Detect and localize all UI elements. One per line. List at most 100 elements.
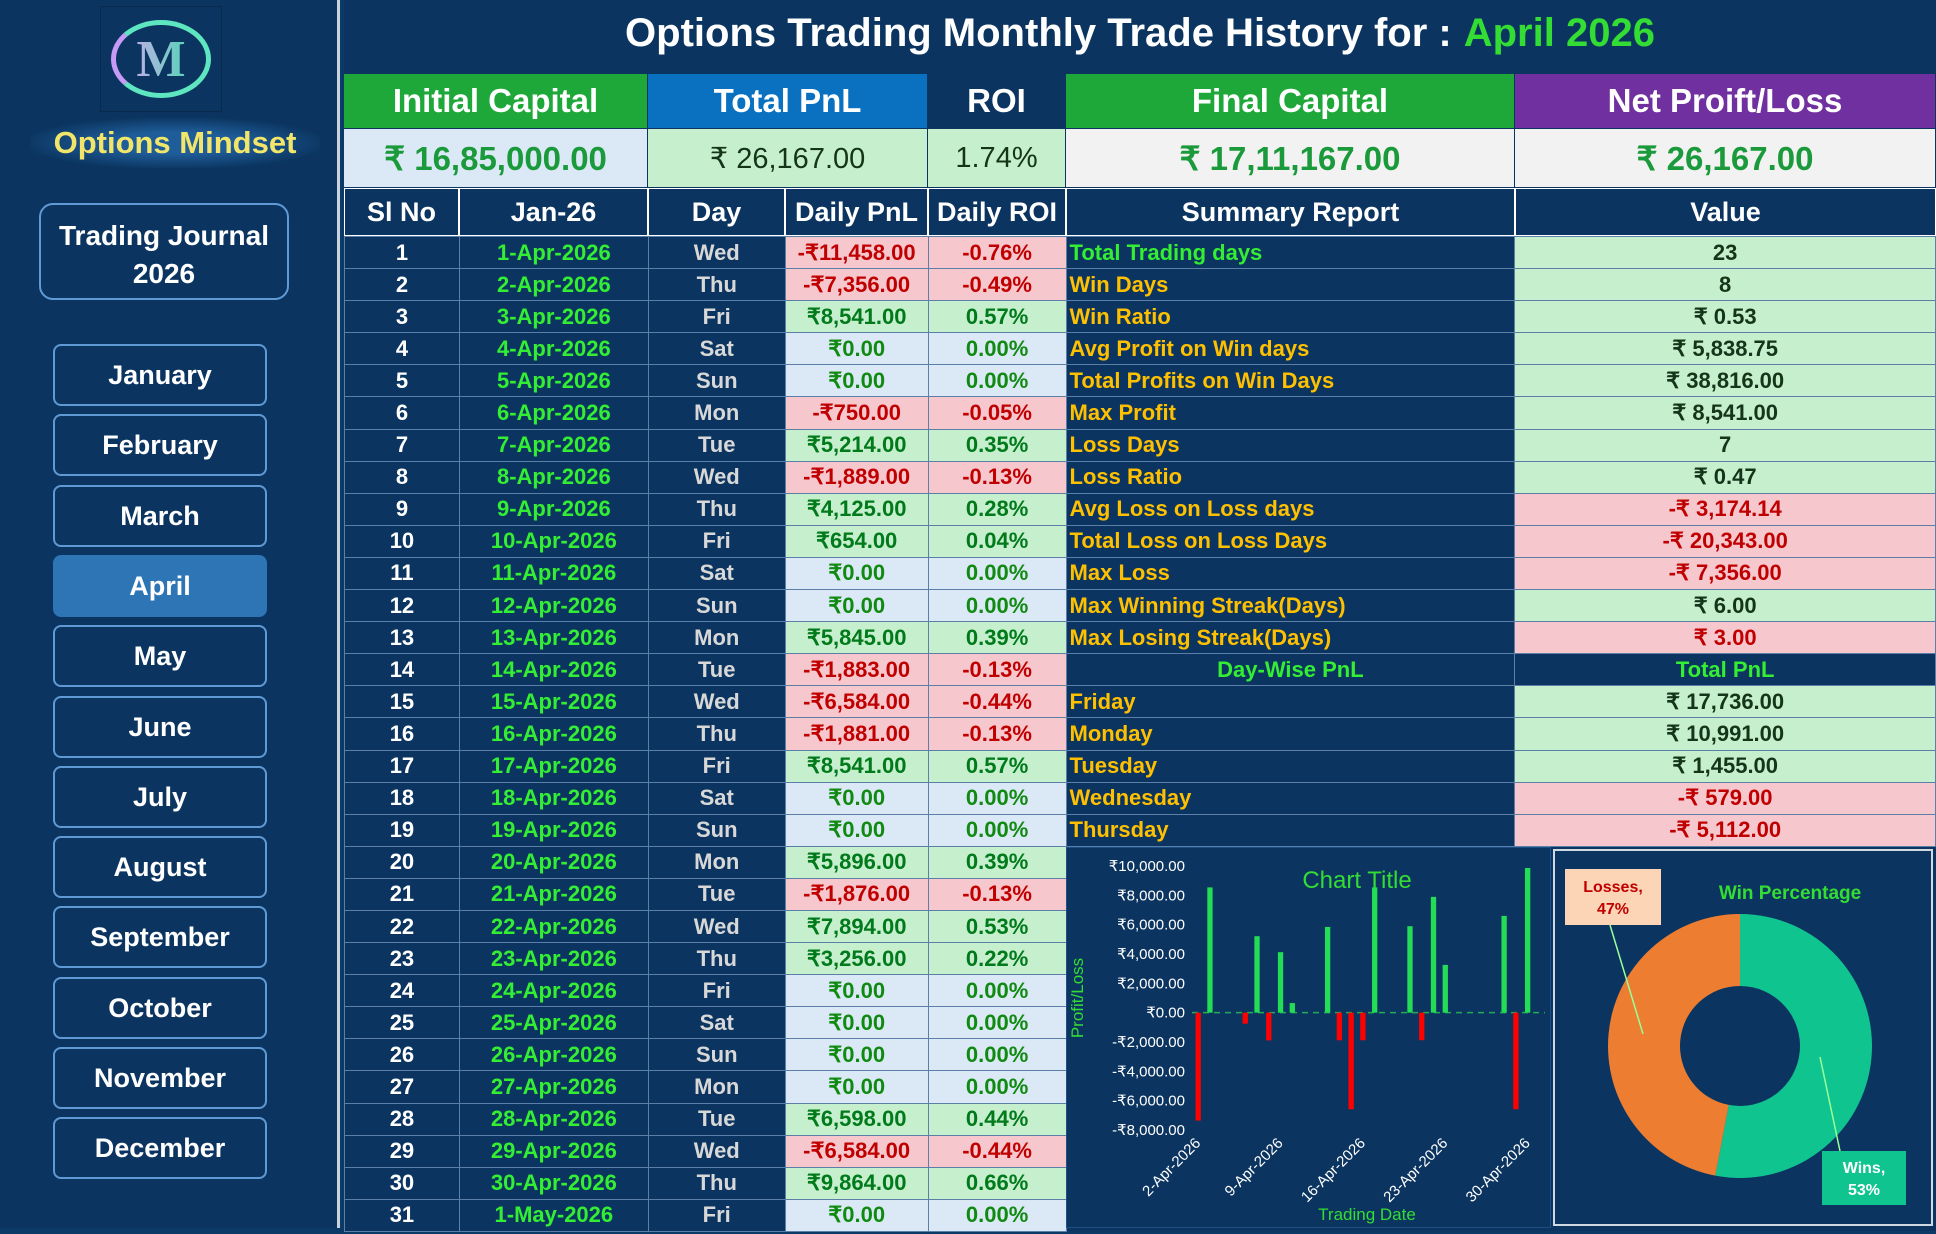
sl-no: 15 xyxy=(344,685,460,719)
daywise-value: ₹ 1,455.00 xyxy=(1514,749,1936,783)
daily-roi: 0.39% xyxy=(927,845,1067,879)
x-tick-label: 23-Apr-2026 xyxy=(1380,1135,1451,1206)
table-row: 14 14-Apr-2026 Tue -₹1,883.00 -0.13% Day-Wise… xyxy=(344,653,1936,687)
column-header: Value xyxy=(1515,188,1936,236)
weekday: Thu xyxy=(647,1166,786,1200)
table-row: 21 21-Apr-2026 Tue -₹1,876.00 -0.13% xyxy=(344,877,1936,911)
weekday: Sun xyxy=(647,813,786,847)
daywise-value: -₹ 5,112.00 xyxy=(1514,813,1936,847)
table-row: 15 15-Apr-2026 Wed -₹6,584.00 -0.44% Friday ₹ … xyxy=(344,685,1936,719)
daily-pnl: -₹750.00 xyxy=(784,396,929,430)
daily-roi: 0.57% xyxy=(927,300,1067,334)
column-header: Summary Report xyxy=(1066,188,1515,236)
daily-pnl: ₹654.00 xyxy=(784,524,929,558)
trade-date: 15-Apr-2026 xyxy=(458,685,649,719)
roi-label: ROI xyxy=(928,74,1066,129)
summary-label: Win Days xyxy=(1065,268,1516,302)
month-button-may[interactable]: May xyxy=(53,625,267,688)
weekday: Tue xyxy=(647,653,786,687)
trade-date: 26-Apr-2026 xyxy=(458,1038,649,1072)
month-button-january[interactable]: January xyxy=(53,344,267,406)
sl-no: 22 xyxy=(344,909,460,944)
logo-mark: M xyxy=(111,20,211,98)
journal-title-button[interactable]: Trading Journal 2026 xyxy=(39,203,289,300)
weekday: Sun xyxy=(647,1038,786,1072)
trade-date: 3-Apr-2026 xyxy=(458,300,649,334)
month-button-february[interactable]: February xyxy=(53,414,267,477)
pie-slice-losses xyxy=(1607,914,1740,1176)
month-button-december[interactable]: December xyxy=(53,1117,267,1180)
daily-pnl: ₹3,256.00 xyxy=(784,942,929,976)
daily-roi: 0.00% xyxy=(927,364,1067,398)
daily-roi: 0.00% xyxy=(927,1006,1067,1040)
month-button-june[interactable]: June xyxy=(53,695,267,758)
trade-date: 5-Apr-2026 xyxy=(458,364,649,398)
summary-label: Win Ratio xyxy=(1065,300,1516,334)
trade-date: 27-Apr-2026 xyxy=(458,1070,649,1104)
table-row: 11 11-Apr-2026 Sat ₹0.00 0.00% Max Loss -₹ 7,3… xyxy=(344,556,1936,591)
summary-value: ₹ 0.53 xyxy=(1514,300,1936,334)
pnl-bar-chart[interactable]: ₹10,000.00 ₹8,000.00 ₹6,000.00 ₹4,000.00 ₹2,… xyxy=(1066,847,1551,1228)
trade-date: 23-Apr-2026 xyxy=(458,942,649,976)
bar xyxy=(1207,887,1213,1013)
daywise-label: Monday xyxy=(1065,717,1516,751)
sl-no: 12 xyxy=(344,589,460,623)
daily-pnl: ₹0.00 xyxy=(784,1038,929,1072)
trade-date: 24-Apr-2026 xyxy=(458,974,649,1008)
month-button-march[interactable]: March xyxy=(53,484,267,547)
month-button-august[interactable]: August xyxy=(53,836,267,899)
summary-label: Loss Ratio xyxy=(1065,460,1516,494)
summary-label: Loss Days xyxy=(1065,428,1516,462)
bar xyxy=(1360,1012,1366,1041)
sl-no: 30 xyxy=(344,1166,460,1200)
month-button-october[interactable]: October xyxy=(53,976,267,1039)
month-button-april[interactable]: April xyxy=(53,554,267,617)
column-header: Jan-26 xyxy=(459,188,648,236)
pie-title: Win Percentage xyxy=(1719,883,1861,904)
weekday: Tue xyxy=(647,1102,786,1136)
y-tick-label: ₹4,000.00 xyxy=(1117,946,1185,963)
sl-no: 8 xyxy=(344,460,460,494)
daywise-label: Thursday xyxy=(1065,813,1516,847)
month-button-september[interactable]: September xyxy=(53,906,267,969)
daily-roi: 0.00% xyxy=(927,781,1067,815)
daily-pnl: -₹1,889.00 xyxy=(784,460,929,494)
summary-value: ₹ 3.00 xyxy=(1514,621,1936,655)
y-tick-label: ₹10,000.00 xyxy=(1109,858,1185,875)
sl-no: 20 xyxy=(344,845,460,879)
table-row: 31 1-May-2026 Fri ₹0.00 0.00% xyxy=(344,1198,1936,1232)
bar xyxy=(1407,926,1413,1013)
sl-no: 14 xyxy=(344,653,460,687)
table-row: 30 30-Apr-2026 Thu ₹9,864.00 0.66% xyxy=(344,1166,1936,1200)
daily-roi: -0.13% xyxy=(927,877,1067,911)
daily-pnl: ₹0.00 xyxy=(784,1198,929,1232)
trade-date: 9-Apr-2026 xyxy=(458,492,649,526)
weekday: Fri xyxy=(647,974,786,1008)
sl-no: 27 xyxy=(344,1070,460,1104)
trade-date: 16-Apr-2026 xyxy=(458,717,649,751)
bar xyxy=(1195,1012,1201,1121)
trade-date: 13-Apr-2026 xyxy=(458,621,649,655)
month-button-july[interactable]: July xyxy=(53,765,267,828)
sl-no: 16 xyxy=(344,717,460,751)
summary-value: 23 xyxy=(1514,235,1936,270)
x-tick-label: 9-Apr-2026 xyxy=(1222,1135,1287,1200)
month-button-november[interactable]: November xyxy=(53,1047,267,1109)
trade-date: 30-Apr-2026 xyxy=(458,1166,649,1200)
daily-pnl: ₹8,541.00 xyxy=(784,749,929,783)
sl-no: 7 xyxy=(344,428,460,462)
bar xyxy=(1277,952,1284,1013)
daily-roi: 0.00% xyxy=(927,332,1067,366)
sl-no: 28 xyxy=(344,1102,460,1136)
daywise-label: Tuesday xyxy=(1065,749,1516,783)
summary-label: Avg Loss on Loss days xyxy=(1065,492,1516,526)
table-row: 26 26-Apr-2026 Sun ₹0.00 0.00% xyxy=(344,1038,1936,1072)
weekday: Sun xyxy=(647,589,786,623)
title-month: April 2026 xyxy=(1463,11,1655,55)
losses-label: 47% xyxy=(1597,901,1629,918)
win-percentage-chart[interactable]: Win Percentage Losses, 47% Wins, 53% xyxy=(1553,849,1933,1226)
y-tick-label: ₹0.00 xyxy=(1146,1005,1185,1022)
title-text: Options Trading Monthly Trade History fo… xyxy=(625,11,1452,55)
wins-label: Wins, xyxy=(1843,1160,1886,1177)
daily-pnl: ₹0.00 xyxy=(784,1070,929,1104)
